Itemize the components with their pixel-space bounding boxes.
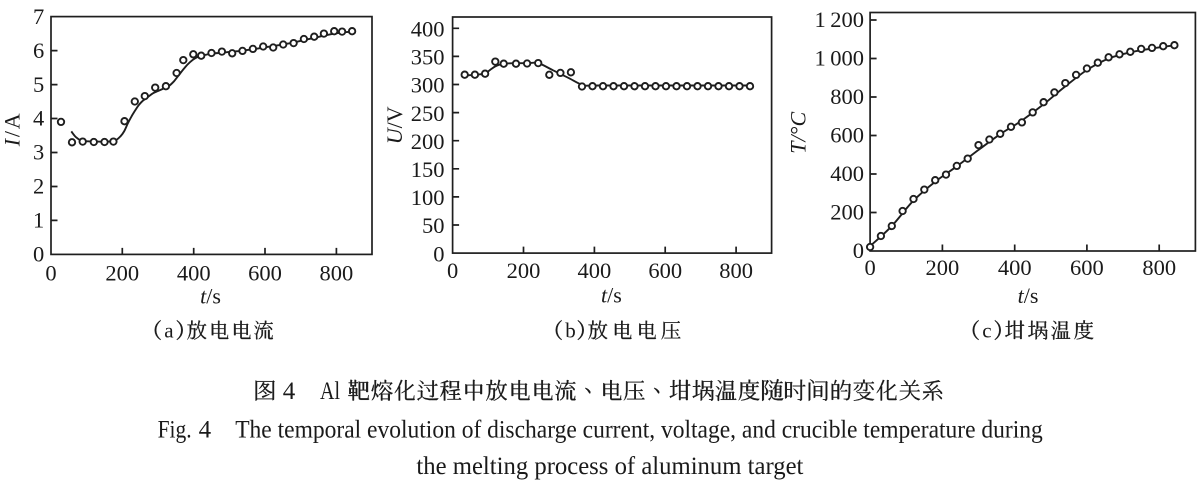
svg-text:t/s: t/s [1018, 283, 1039, 308]
svg-text:the melting process of aluminu: the melting process of aluminum target [416, 453, 803, 480]
svg-text:600: 600 [248, 260, 282, 285]
svg-text:U/V: U/V [382, 106, 407, 144]
svg-text:0: 0 [447, 258, 458, 283]
svg-text:200: 200 [830, 200, 864, 225]
svg-text:400: 400 [578, 258, 612, 283]
svg-text:200: 200 [411, 129, 445, 154]
svg-text:Fig.: Fig. [158, 416, 192, 443]
svg-text:400: 400 [177, 260, 211, 285]
svg-text:0: 0 [853, 238, 864, 263]
svg-text:1 000: 1 000 [814, 46, 864, 71]
svg-text:T/°C: T/°C [786, 112, 811, 154]
svg-text:3: 3 [33, 140, 44, 165]
svg-text:2: 2 [33, 174, 44, 199]
svg-text:200: 200 [507, 258, 541, 283]
svg-text:400: 400 [411, 17, 445, 42]
svg-text:200: 200 [926, 255, 960, 280]
svg-text:c: c [982, 319, 991, 343]
svg-text:7: 7 [33, 4, 44, 29]
svg-text:5: 5 [33, 72, 44, 97]
svg-text:400: 400 [830, 161, 864, 186]
svg-text:600: 600 [648, 258, 682, 283]
svg-text:1 200: 1 200 [814, 7, 864, 32]
svg-text:800: 800 [320, 260, 354, 285]
svg-text:4: 4 [33, 106, 44, 131]
svg-text:800: 800 [1142, 255, 1176, 280]
svg-text:t/s: t/s [200, 283, 221, 308]
svg-text:0: 0 [45, 260, 56, 285]
svg-text:600: 600 [1070, 255, 1104, 280]
svg-text:600: 600 [830, 123, 864, 148]
svg-text:1: 1 [33, 208, 44, 233]
svg-text:I/A: I/A [0, 113, 25, 147]
svg-text:350: 350 [411, 45, 445, 70]
svg-text:800: 800 [830, 84, 864, 109]
svg-text:a: a [164, 319, 174, 343]
svg-text:400: 400 [998, 255, 1032, 280]
svg-text:800: 800 [719, 258, 753, 283]
svg-text:200: 200 [105, 260, 139, 285]
svg-text:250: 250 [411, 101, 445, 126]
svg-text:100: 100 [411, 185, 445, 210]
svg-text:The temporal evolution of disc: The temporal evolution of discharge curr… [235, 416, 1043, 443]
svg-text:b: b [565, 319, 576, 343]
svg-text:0: 0 [433, 241, 444, 266]
svg-text:4: 4 [283, 378, 296, 405]
svg-text:0: 0 [33, 242, 44, 267]
svg-text:4: 4 [199, 416, 212, 443]
svg-text:Al: Al [320, 378, 340, 405]
svg-text:50: 50 [422, 213, 445, 238]
svg-text:300: 300 [411, 73, 445, 98]
svg-text:t/s: t/s [601, 283, 622, 308]
svg-text:150: 150 [411, 157, 445, 182]
svg-text:6: 6 [33, 38, 44, 63]
svg-text:0: 0 [864, 255, 875, 280]
